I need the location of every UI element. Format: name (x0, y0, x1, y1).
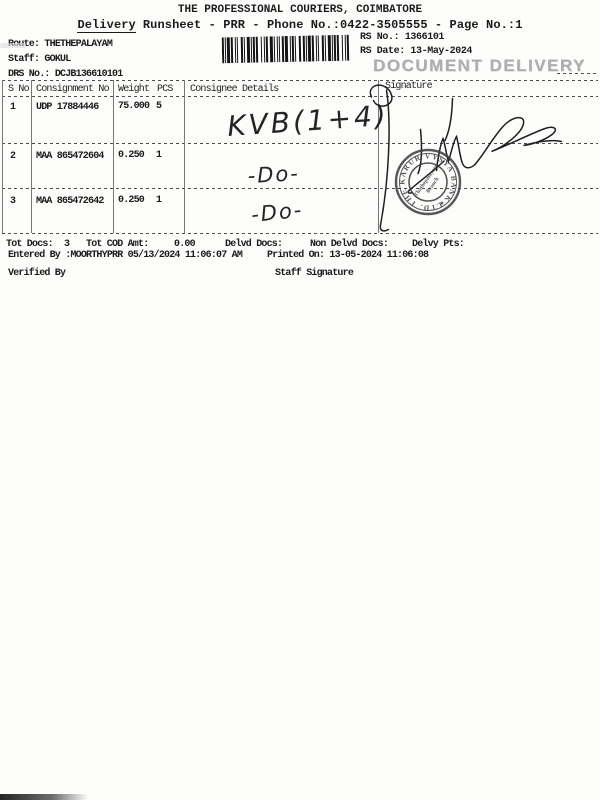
row1-sno: 1 (10, 102, 16, 113)
scan-smudge-bottom-left (0, 794, 88, 800)
signature-zigzag-stroke (435, 134, 476, 172)
row3-pcs: 1 (156, 195, 162, 206)
table-header-rule (2, 96, 598, 97)
rs-no-label: RS No.: (360, 32, 400, 43)
signature-vertical-stroke (444, 97, 454, 142)
drs-row: DRS No.: DCJB136610101 (8, 69, 123, 80)
delvd-docs-label: Delvd Docs: (225, 239, 283, 250)
tot-docs-value: 3 (64, 239, 70, 250)
row3-consignment: MAA 865472642 (36, 196, 104, 207)
row1-weight: 75.000 (118, 101, 150, 112)
table-vline-consignment (113, 80, 114, 233)
scan-smudge-top-left (0, 43, 26, 48)
signature-flourish-stroke (474, 116, 563, 166)
drs-value: DCJB136610101 (54, 69, 123, 80)
printed-on-line: Printed On: 13-05-2024 11:06:08 (267, 250, 429, 261)
bank-round-stamp: THE KARUR VYSYA BANK LTD. ★ Thathepalaya… (387, 141, 470, 224)
row2-consignment: MAA 865472604 (36, 151, 104, 162)
entered-by-line: Entered By :MOORTHYPRR 05/13/2024 11:06:… (8, 250, 243, 261)
row1-consignee-note-handwriting: KVB(1+4) (226, 99, 390, 143)
header-consignment-no: Consignment No (36, 84, 110, 95)
page-title: THE PROFESSIONAL COURIERS, COIMBATORE (177, 4, 423, 16)
tot-docs-label: Tot Docs: (6, 239, 54, 250)
staff-value: GOKUL (44, 54, 71, 65)
row2-separator-rule (2, 188, 598, 189)
header-sno: S No (8, 84, 30, 95)
row2-sno: 2 (10, 151, 16, 162)
staff-signature-label: Staff Signature (275, 268, 354, 279)
table-bottom-rule (2, 233, 598, 234)
subtitle-delivery-word: Delivery (77, 18, 136, 33)
rs-date-value: 13-May-2024 (410, 46, 473, 57)
stamp-rings (394, 148, 462, 216)
document-delivery-stamp: DOCUMENT DELIVERY (373, 56, 586, 75)
drs-label: DRS No.: (8, 69, 50, 80)
tot-cod-value: 0.00 (174, 239, 196, 250)
rs-date-row: RS Date: 13-May-2024 (360, 46, 472, 57)
row1-separator-rule (2, 143, 598, 144)
delvy-pts-label: Delvy Pts: (412, 239, 465, 250)
signature-tail-stroke (379, 89, 390, 232)
tot-cod-label: Tot COD Amt: (86, 239, 149, 250)
stamp-trailing-dots (557, 73, 598, 74)
stamp-branch-line2: Branch (425, 176, 441, 195)
non-delvd-docs-label: Non Delvd Docs: (310, 239, 389, 250)
row2-weight: 0.250 (118, 150, 145, 161)
row1-pcs: 5 (156, 101, 162, 112)
rs-date-label: RS Date: (360, 46, 405, 57)
subtitle-rest: Runsheet - PRR - Phone No.:0422-3505555 … (142, 18, 523, 32)
header-signature: Signature (385, 81, 433, 92)
row3-sno: 3 (10, 196, 16, 207)
row2-consignee-note-handwriting: -Do- (247, 161, 300, 188)
stamp-star-icon: ★ (440, 199, 445, 208)
header-pcs: PCS (157, 84, 173, 95)
signature-cross-stamp-stroke (417, 128, 423, 175)
table-vline-weight (184, 80, 185, 233)
header-weight: Weight (118, 84, 150, 95)
barcode-svg (221, 34, 350, 64)
row1-consignment: UDP 17884446 (36, 102, 99, 113)
rs-no-value: 1366101 (404, 32, 445, 43)
route-value: THETHEPALAYAM (44, 39, 113, 50)
row3-consignee-note-handwriting: -Do- (250, 198, 304, 227)
table-vline-sno (31, 80, 32, 233)
stamp-branch-line1: Thathepalayam (413, 163, 440, 198)
table-vline-consignee (378, 80, 379, 233)
recipient-signature (369, 84, 563, 232)
rs-barcode (221, 34, 353, 69)
header-consignee-details: Consignee Details (190, 84, 279, 95)
row2-pcs: 1 (156, 150, 162, 161)
verified-by-label: Verified By (8, 268, 66, 279)
rs-no-row: RS No.: 1366101 (360, 32, 444, 43)
staff-row: Staff: GOKUL (8, 54, 71, 65)
page-subtitle: Delivery Runsheet - PRR - Phone No.:0422-… (0, 18, 600, 33)
row3-weight: 0.250 (118, 195, 145, 206)
staff-label: Staff: (8, 54, 40, 65)
stamp-ring-text: THE KARUR VYSYA BANK LTD. (387, 141, 470, 224)
table-top-rule (2, 80, 598, 81)
table-vline-left (2, 80, 3, 233)
